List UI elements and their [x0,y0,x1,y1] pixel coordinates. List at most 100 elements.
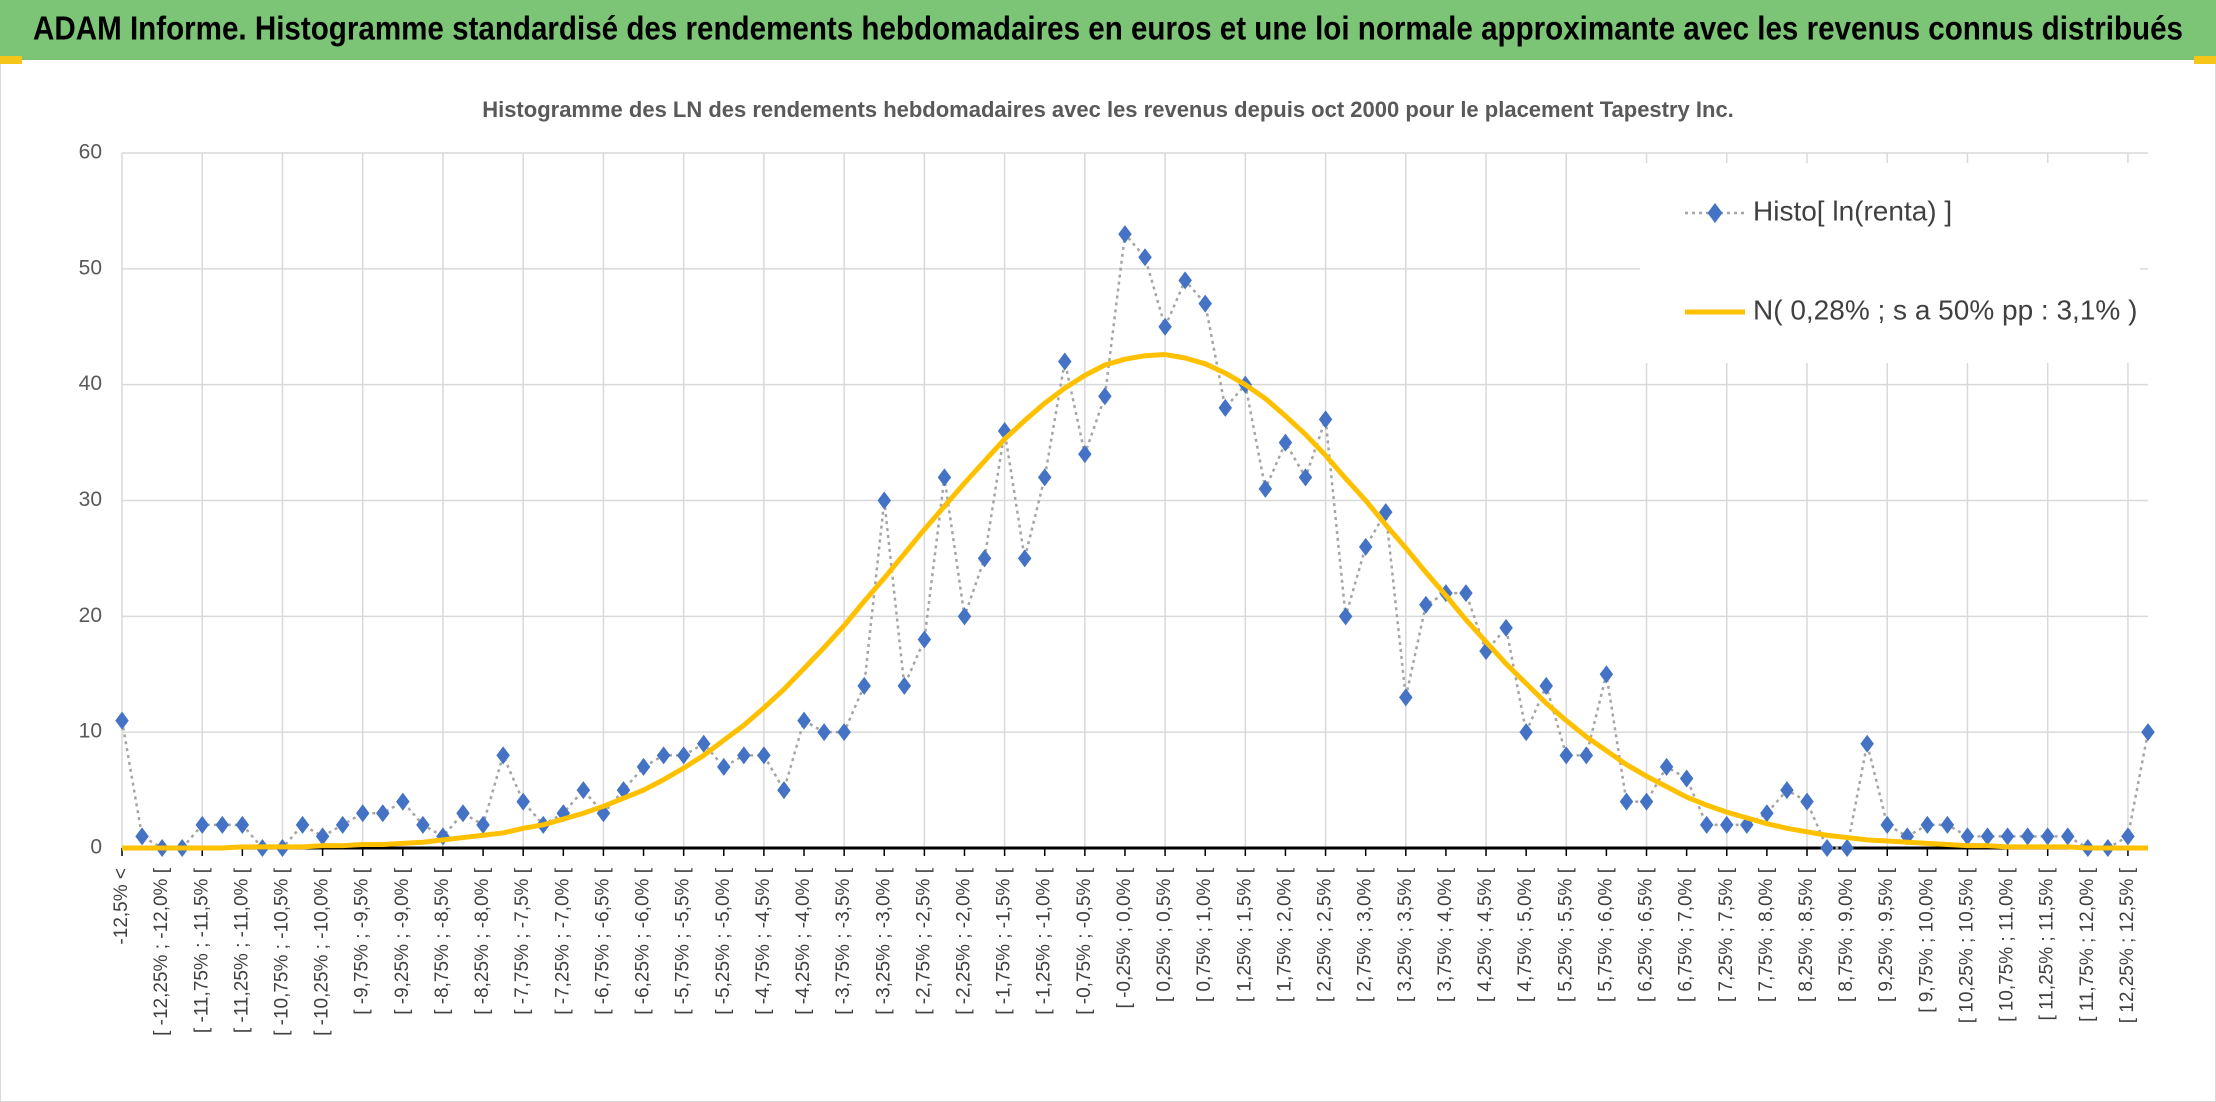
point [1399,688,1413,707]
point [1579,746,1594,765]
y-tick-label: 30 [79,488,102,511]
point [1780,781,1794,800]
x-tick-label: [ -8,25% ; -8,0% [ [472,867,493,1015]
point [2141,723,2155,742]
point [1659,757,1674,776]
point [315,827,330,846]
x-tick-label: -12,5% < [111,868,132,945]
point [937,468,952,487]
x-tick-label: [ -3,25% ; -3,0% [ [873,867,894,1015]
x-tick-label: [ -10,75% ; -10,5% [ [271,867,292,1036]
point [1459,584,1473,603]
corner [0,56,22,64]
point [416,815,430,834]
point [757,746,771,765]
point [897,676,912,695]
x-tick-label: [ -8,75% ; -8,5% [ [432,867,453,1015]
x-tick-label: [ 1,25% ; 1,5% [ [1234,867,1255,1002]
x-tick-label: [ 11,25% ; 11,5% [ [2037,867,2058,1020]
point [1699,815,1714,834]
point [1158,317,1172,336]
point [1760,804,1774,823]
point [335,815,350,834]
point [717,757,731,776]
x-tick-label: [ 6,75% ; 7,0% [ [1676,867,1697,1002]
point [476,815,490,834]
x-tick-label: [ -0,25% ; 0,0% [ [1114,867,1135,1008]
x-tick-label: [ 10,25% ; 10,5% [ [1956,867,1977,1023]
banner: ADAM Informe. Histogramme standardisé de… [33,10,2183,47]
y-tick-label: 20 [79,604,102,627]
point [1178,271,1192,290]
point [576,781,591,800]
point [1679,769,1694,788]
x-tick-label: [ 8,25% ; 8,5% [ [1796,867,1817,1002]
point [676,746,691,765]
point [2020,827,2035,846]
x-tick-label: [ 5,25% ; 5,5% [ [1555,867,1576,1002]
x-tick-label: [ -3,75% ; -3,5% [ [833,867,854,1015]
point [1017,549,1032,568]
legend-marker [1707,203,1723,223]
x-tick-label: [ -7,75% ; -7,5% [ [512,867,533,1015]
point [1499,618,1513,637]
legend-label: N( 0,28% ; s a 50% pp : 3,1% ) [1753,294,2137,325]
point [1378,503,1393,522]
point [456,804,470,823]
x-tick-label: [ -6,75% ; -6,5% [ [592,867,613,1015]
point [1098,387,1112,406]
point [1860,734,1874,753]
point [1298,468,1313,487]
point [1840,839,1854,857]
point [656,746,671,765]
point [1318,410,1333,429]
point [877,491,892,510]
point [295,815,310,834]
point [376,804,390,823]
x-tick-label: [ -11,75% ; -11,5% [ [191,867,212,1033]
point [777,781,791,800]
x-tick-label: [ -4,75% ; -4,5% [ [753,867,774,1015]
y-tick-label: 40 [79,372,102,395]
x-tick-label: [ 12,25% ; 12,5% [ [2117,867,2138,1023]
x-tick-label: [ 0,75% ; 1,0% [ [1194,867,1215,1002]
x-tick-label: [ -0,75% ; -0,5% [ [1074,867,1095,1015]
point [737,746,751,765]
point [1980,827,1995,846]
x-tick-label: [ -5,25% ; -5,0% [ [713,867,734,1015]
point [1820,839,1834,857]
chart-title: Histogramme des LN des rendements hebdom… [482,97,1734,122]
point [977,549,992,568]
point [215,815,230,834]
point [1880,815,1894,834]
x-tick-label: [ -9,25% ; -9,0% [ [392,867,413,1015]
point [1960,827,1975,846]
point [496,746,510,765]
point [1419,595,1433,614]
point [1218,398,1233,417]
x-tick-label: [ -1,75% ; -1,5% [ [994,867,1015,1015]
point [1358,537,1373,556]
point [696,734,711,753]
x-tick-label: [ -6,25% ; -6,0% [ [633,867,654,1015]
x-tick-label: [ 4,75% ; 5,0% [ [1515,867,1536,1002]
x-tick-label: [ 3,25% ; 3,5% [ [1395,867,1416,1002]
point [817,723,831,742]
point [1559,746,1574,765]
x-tick-label: [ -2,75% ; -2,5% [ [913,867,934,1015]
point [857,676,871,695]
x-tick-label: [ 9,75% ; 10,0% [ [1916,867,1937,1012]
x-tick-label: [ -10,25% ; -10,0% [ [312,867,333,1036]
point [1539,676,1553,695]
point [1720,815,1734,834]
point [1118,225,1132,244]
x-tick-label: [ 10,75% ; 11,0% [ [1997,867,2018,1022]
x-tick-label: [ -4,25% ; -4,0% [ [793,867,814,1015]
x-tick-label: [ -1,25% ; -1,0% [ [1034,867,1055,1015]
x-tick-label: [ 2,75% ; 3,0% [ [1355,867,1376,1002]
x-tick-label: [ 9,25% ; 9,5% [ [1876,867,1897,1002]
y-tick-label: 0 [90,836,102,859]
point [195,815,209,834]
point [355,804,370,823]
